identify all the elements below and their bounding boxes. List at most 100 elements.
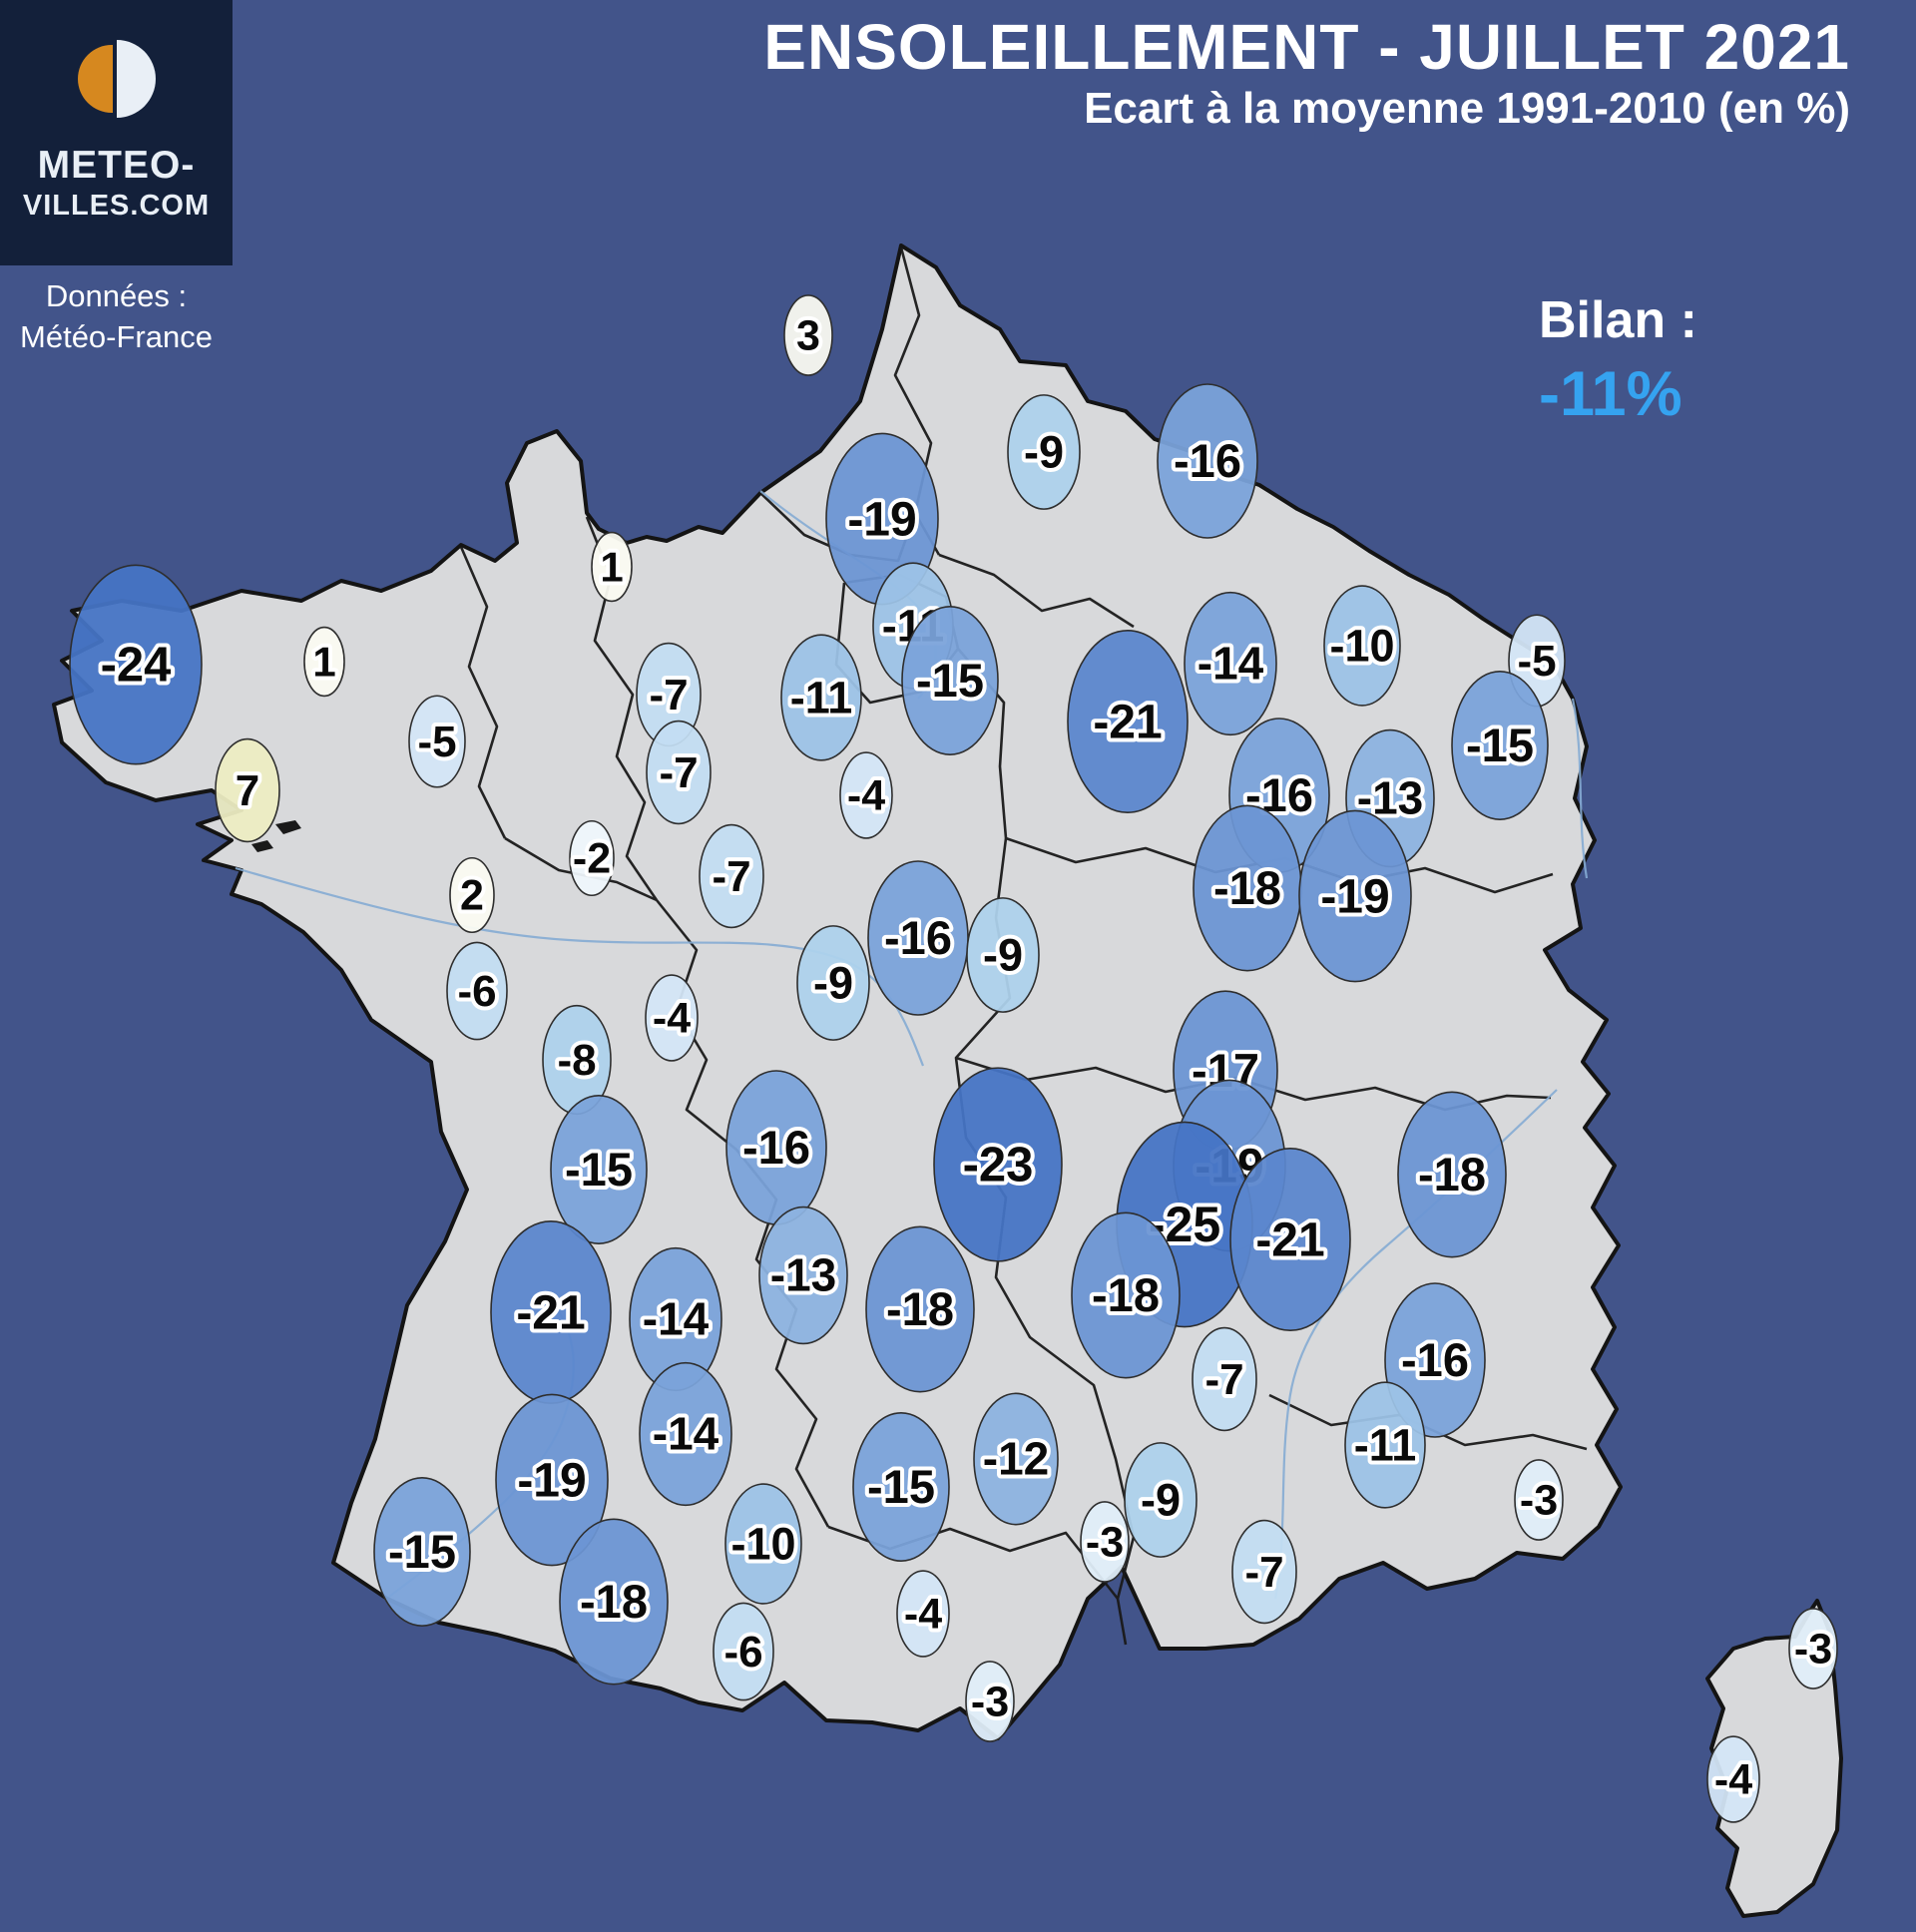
map-value-ellipse xyxy=(966,897,1040,1013)
river-rhine xyxy=(1571,698,1589,879)
map-value-ellipse xyxy=(1323,585,1401,707)
map-value-label: -18 xyxy=(1213,861,1281,914)
map-value-label: -11 xyxy=(790,672,853,723)
map-value-ellipse xyxy=(408,695,466,788)
map-value-ellipse xyxy=(973,1392,1059,1526)
summary-block: Bilan : -11% xyxy=(1539,291,1697,431)
map-value-label: -12 xyxy=(983,1433,1049,1485)
map-value-label: -15 xyxy=(867,1460,935,1513)
map-value-label: -18 xyxy=(1092,1268,1160,1321)
map-value-label: -18 xyxy=(1418,1148,1486,1201)
map-value-ellipse xyxy=(1706,1735,1760,1823)
map-value-label: 7 xyxy=(236,766,259,815)
logo-text-line2: VILLES.COM xyxy=(22,190,211,222)
map-value-ellipse xyxy=(965,1661,1015,1742)
map-value-label: -19 xyxy=(517,1454,586,1507)
page-subtitle: Ecart à la moyenne 1991-2010 (en %) xyxy=(1084,84,1850,133)
map-value-label: -9 xyxy=(983,929,1023,980)
map-value-label: -21 xyxy=(1093,696,1162,748)
logo-orange-half xyxy=(77,45,113,113)
map-value-label: 1 xyxy=(312,638,335,685)
map-value-ellipse xyxy=(1344,1381,1426,1509)
map-value-ellipse xyxy=(780,634,862,761)
map-value-ellipse xyxy=(758,1206,848,1345)
map-value-ellipse xyxy=(1192,1326,1257,1432)
map-value-ellipse xyxy=(1184,591,1277,736)
map-value-label: -21 xyxy=(516,1286,585,1339)
map-value-label: -4 xyxy=(847,772,885,820)
data-source-line2: Météo-France xyxy=(20,319,213,354)
map-value-ellipse xyxy=(699,823,764,929)
map-value-ellipse xyxy=(901,606,999,755)
map-value-label: -4 xyxy=(653,995,691,1043)
map-value-ellipse xyxy=(865,1225,975,1393)
map-value-label: 3 xyxy=(796,312,820,360)
map-value-ellipse xyxy=(713,1602,774,1701)
islet-belle-ile xyxy=(275,820,301,834)
map-value-label: -3 xyxy=(971,1679,1009,1726)
map-value-ellipse xyxy=(1124,1442,1198,1558)
map-value-label: -15 xyxy=(388,1525,456,1578)
map-value-label: -19 xyxy=(1320,870,1389,923)
map-value-ellipse xyxy=(591,531,633,603)
summary-value: -11% xyxy=(1539,359,1682,429)
map-value-ellipse xyxy=(1067,629,1189,813)
page-title: ENSOLEILLEMENT - JUILLET 2021 xyxy=(763,11,1850,83)
map-value-ellipse xyxy=(1397,1091,1507,1258)
map-value-label: -9 xyxy=(1141,1474,1181,1525)
map-value-ellipse xyxy=(550,1095,648,1244)
points-layer: 3 -9 -16 -19 1 -11 -10 -5 1 -14 -24 -15 -7 -11 -21 -5 -1… xyxy=(69,294,1838,1823)
map-value-label: -10 xyxy=(1329,620,1394,671)
map-value-ellipse xyxy=(933,1067,1063,1262)
map-value-ellipse xyxy=(569,819,615,897)
map-value-label: -19 xyxy=(847,493,916,546)
map-value-label: -21 xyxy=(1255,1213,1324,1266)
map-value-ellipse xyxy=(1007,394,1081,510)
islet-groix xyxy=(251,840,273,852)
logo-text-line1: METEO- xyxy=(37,144,196,187)
map-value-label: -16 xyxy=(742,1121,810,1174)
map-value-ellipse xyxy=(724,1483,802,1605)
map-value-label: -6 xyxy=(457,967,496,1016)
map-value-label: -16 xyxy=(1174,434,1241,487)
map-value-ellipse xyxy=(1231,1519,1297,1625)
map-value-ellipse xyxy=(559,1518,669,1686)
map-value-ellipse xyxy=(1071,1211,1181,1379)
map-value-label: -11 xyxy=(1354,1419,1417,1470)
sun-moon-logo-icon xyxy=(77,40,156,118)
map-value-label: -14 xyxy=(1198,638,1264,690)
map-value-label: -10 xyxy=(730,1518,795,1569)
header: ENSOLEILLEMENT - JUILLET 2021 Ecart à la… xyxy=(453,12,1850,136)
map-value-label: -7 xyxy=(712,852,750,901)
map-value-label: -9 xyxy=(813,957,853,1008)
map-value-label: -24 xyxy=(101,639,172,693)
map-value-ellipse xyxy=(1298,809,1412,983)
map-value-ellipse xyxy=(446,941,508,1041)
map-value-label: -16 xyxy=(884,911,952,964)
map-value-ellipse xyxy=(783,294,833,376)
map-value-label: -18 xyxy=(886,1282,954,1335)
map-value-ellipse xyxy=(1080,1501,1130,1583)
map-value-label: -13 xyxy=(770,1249,836,1301)
map-value-ellipse xyxy=(896,1570,950,1658)
map-value-ellipse xyxy=(646,720,712,825)
meteo-villes-logo: METEO- VILLES.COM xyxy=(0,0,233,265)
map-value-label: -6 xyxy=(723,1628,762,1677)
map-value-label: -18 xyxy=(580,1575,648,1628)
map-value-label: -16 xyxy=(1401,1333,1469,1386)
map-value-label: -9 xyxy=(1024,426,1064,477)
map-value-ellipse xyxy=(796,925,870,1041)
map-value-ellipse xyxy=(495,1393,609,1567)
map-value-label: -15 xyxy=(916,654,984,707)
map-value-label: -7 xyxy=(1204,1355,1243,1404)
map-value-ellipse xyxy=(1229,1148,1351,1332)
logo-white-half xyxy=(116,40,156,118)
summary-label: Bilan : xyxy=(1539,291,1697,349)
map-value-ellipse xyxy=(639,1361,732,1507)
map-value-label: -8 xyxy=(557,1036,596,1085)
map-value-ellipse xyxy=(645,974,699,1062)
map-value-label: -4 xyxy=(904,1591,942,1639)
map-value-label: -4 xyxy=(1714,1756,1752,1804)
data-source-line1: Données : xyxy=(45,278,188,313)
